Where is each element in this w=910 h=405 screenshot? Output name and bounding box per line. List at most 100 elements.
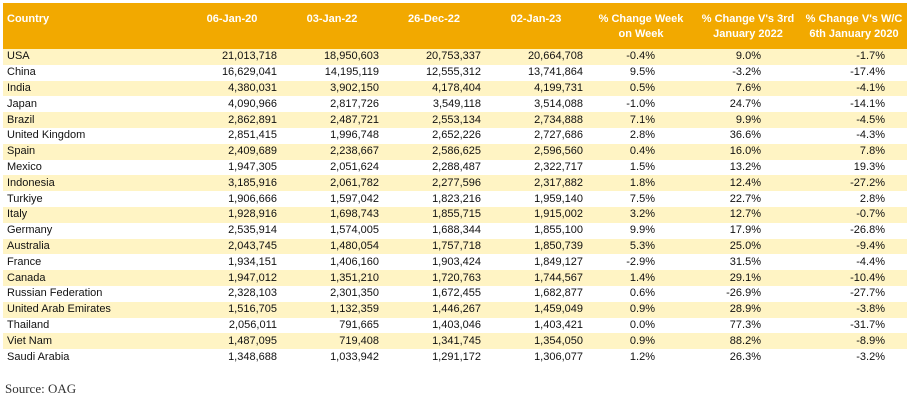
wow-cell: -1.0% bbox=[626, 97, 655, 110]
vs2022-cell: 25.0% bbox=[729, 239, 761, 252]
vs2022-cell: 9.0% bbox=[735, 50, 761, 63]
header-02-jan-23[interactable]: 02-Jan-23 bbox=[510, 13, 562, 25]
wow-cell: 0.6% bbox=[629, 287, 655, 300]
header-change-wow[interactable]: % Change Week on Week bbox=[598, 13, 684, 40]
dec22-cell: 1,403,046 bbox=[432, 318, 481, 331]
jan20-cell: 2,328,103 bbox=[228, 287, 277, 300]
dec22-cell: 2,652,226 bbox=[432, 129, 481, 142]
vs2020-cell: 19.3% bbox=[853, 160, 885, 173]
vs2022-cell: 28.9% bbox=[729, 303, 761, 316]
vs2022-cell: 88.2% bbox=[729, 334, 761, 347]
vs2020-cell: -4.1% bbox=[856, 81, 885, 94]
jan22-cell: 1,406,160 bbox=[330, 255, 379, 268]
vs2020-cell: -1.7% bbox=[856, 50, 885, 63]
jan20-cell: 1,516,705 bbox=[228, 303, 277, 316]
table-row: France 1,934,151 1,406,160 1,903,424 1,849,1… bbox=[3, 254, 907, 271]
jan23-cell: 2,317,882 bbox=[534, 176, 583, 189]
table-row: Russian Federation 2,328,103 2,301,350 1,67… bbox=[3, 285, 907, 302]
vs2022-cell: 7.6% bbox=[735, 81, 761, 94]
vs2022-cell: 9.9% bbox=[735, 113, 761, 126]
jan22-cell: 1,132,359 bbox=[330, 303, 379, 316]
dec22-cell: 1,446,267 bbox=[432, 303, 481, 316]
jan23-cell: 1,850,739 bbox=[534, 239, 583, 252]
jan20-cell: 2,862,891 bbox=[228, 113, 277, 126]
jan22-cell: 1,574,005 bbox=[330, 224, 379, 237]
table-row: Turkiye 1,906,666 1,597,042 1,823,216 1,959,… bbox=[3, 191, 907, 207]
vs2022-cell: -26.9% bbox=[726, 287, 761, 300]
jan23-cell: 1,959,140 bbox=[534, 192, 583, 205]
jan20-cell: 2,535,914 bbox=[228, 224, 277, 237]
country-cell: Canada bbox=[7, 271, 46, 284]
vs2020-cell: -17.4% bbox=[850, 66, 885, 79]
jan23-cell: 1,915,002 bbox=[534, 208, 583, 221]
traffic-table: Country 06-Jan-20 03-Jan-22 26-Dec-22 02… bbox=[3, 3, 907, 365]
wow-cell: 0.9% bbox=[629, 334, 655, 347]
wow-cell: -2.9% bbox=[626, 255, 655, 268]
jan20-cell: 2,043,745 bbox=[228, 239, 277, 252]
jan20-cell: 1,947,012 bbox=[228, 271, 277, 284]
vs2022-cell: -3.2% bbox=[732, 66, 761, 79]
country-cell: Mexico bbox=[7, 160, 42, 173]
country-cell: Japan bbox=[7, 97, 37, 110]
jan23-cell: 1,849,127 bbox=[534, 255, 583, 268]
dec22-cell: 1,341,745 bbox=[432, 334, 481, 347]
jan22-cell: 2,061,782 bbox=[330, 176, 379, 189]
dec22-cell: 1,291,172 bbox=[432, 350, 481, 363]
header-26-dec-22[interactable]: 26-Dec-22 bbox=[408, 13, 460, 25]
jan20-cell: 21,013,718 bbox=[221, 50, 277, 63]
table-row: Brazil 2,862,891 2,487,721 2,553,134 2,734,8… bbox=[3, 112, 907, 128]
wow-cell: 0.4% bbox=[629, 145, 655, 158]
vs2020-cell: -0.7% bbox=[856, 208, 885, 221]
country-cell: United Arab Emirates bbox=[7, 303, 111, 316]
table-row: Japan 4,090,966 2,817,726 3,549,118 3,514,08… bbox=[3, 96, 907, 113]
dec22-cell: 3,549,118 bbox=[432, 97, 481, 110]
header-03-jan-22[interactable]: 03-Jan-22 bbox=[306, 13, 358, 25]
vs2022-cell: 17.9% bbox=[729, 224, 761, 237]
jan22-cell: 2,817,726 bbox=[330, 97, 379, 110]
jan20-cell: 1,928,916 bbox=[228, 208, 277, 221]
jan20-cell: 4,380,031 bbox=[228, 81, 277, 94]
vs2022-cell: 12.4% bbox=[729, 176, 761, 189]
table-row: Australia 2,043,745 1,480,054 1,757,718 1,85… bbox=[3, 238, 907, 255]
vs2022-cell: 13.2% bbox=[729, 160, 761, 173]
dec22-cell: 1,688,344 bbox=[432, 224, 481, 237]
header-change-vs-2020[interactable]: % Change V's W/C 6th January 2020 bbox=[805, 13, 903, 40]
header-change-vs-2022[interactable]: % Change V's 3rd January 2022 bbox=[701, 13, 795, 40]
wow-cell: 1.2% bbox=[629, 350, 655, 363]
vs2020-cell: 2.8% bbox=[859, 192, 885, 205]
vs2020-cell: -9.4% bbox=[856, 239, 885, 252]
jan23-cell: 1,403,421 bbox=[534, 318, 583, 331]
country-cell: Thailand bbox=[7, 318, 50, 331]
jan20-cell: 1,906,666 bbox=[228, 192, 277, 205]
jan22-cell: 2,051,624 bbox=[330, 160, 379, 173]
table-row: Spain 2,409,689 2,238,667 2,586,625 2,596,56… bbox=[3, 143, 907, 160]
jan22-cell: 14,195,119 bbox=[324, 66, 379, 79]
jan23-cell: 4,199,731 bbox=[534, 81, 583, 94]
table-row: Thailand 2,056,011 791,665 1,403,046 1,403,4… bbox=[3, 317, 907, 334]
jan22-cell: 1,996,748 bbox=[330, 129, 379, 142]
header-06-jan-20[interactable]: 06-Jan-20 bbox=[206, 13, 258, 25]
jan22-cell: 791,665 bbox=[339, 318, 379, 331]
dec22-cell: 2,586,625 bbox=[432, 145, 481, 158]
table-row: Italy 1,928,916 1,698,743 1,855,715 1,915,00… bbox=[3, 206, 907, 223]
jan23-cell: 2,727,686 bbox=[534, 129, 583, 142]
jan22-cell: 1,351,210 bbox=[330, 271, 379, 284]
wow-cell: 3.2% bbox=[629, 208, 655, 221]
wow-cell: 1.5% bbox=[629, 160, 655, 173]
table-row: Saudi Arabia 1,348,688 1,033,942 1,291,172 1… bbox=[3, 349, 907, 365]
vs2020-cell: -3.2% bbox=[856, 350, 885, 363]
vs2020-cell: -4.3% bbox=[856, 129, 885, 142]
jan22-cell: 1,698,743 bbox=[330, 208, 379, 221]
vs2022-cell: 36.6% bbox=[729, 129, 761, 142]
dec22-cell: 20,753,337 bbox=[425, 50, 481, 63]
jan22-cell: 1,597,042 bbox=[330, 192, 379, 205]
jan20-cell: 1,934,151 bbox=[228, 255, 277, 268]
wow-cell: 7.1% bbox=[629, 113, 655, 126]
vs2020-cell: -14.1% bbox=[850, 97, 885, 110]
wow-cell: 9.5% bbox=[629, 66, 655, 79]
jan23-cell: 2,596,560 bbox=[534, 145, 583, 158]
wow-cell: -0.4% bbox=[626, 50, 655, 63]
jan20-cell: 2,409,689 bbox=[228, 145, 277, 158]
jan23-cell: 1,855,100 bbox=[534, 224, 583, 237]
header-country[interactable]: Country bbox=[7, 13, 50, 25]
